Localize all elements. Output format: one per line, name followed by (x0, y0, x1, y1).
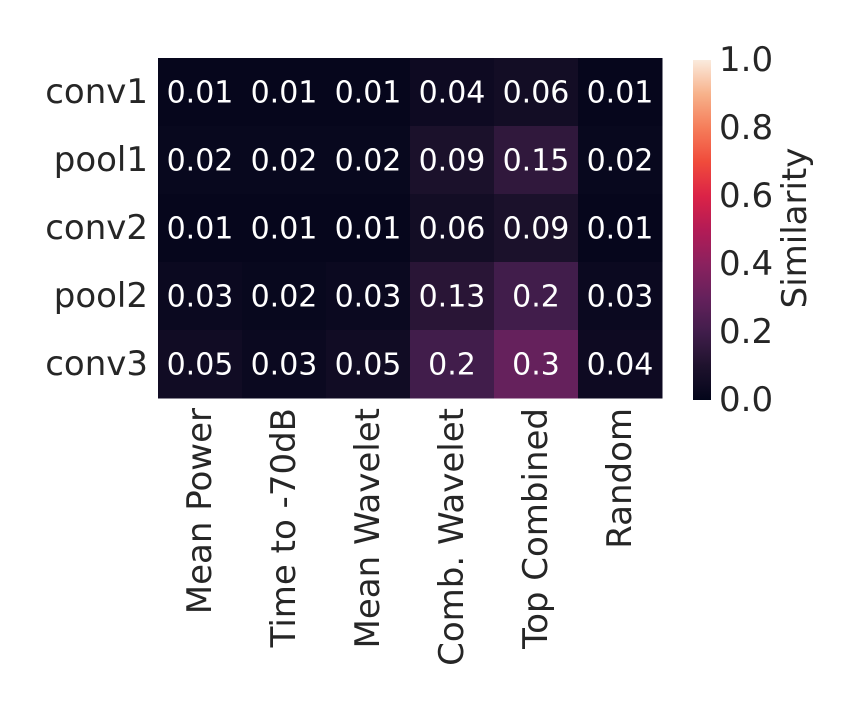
heatmap-cell (410, 194, 495, 263)
colorbar-tick-label: 0.6 (719, 176, 773, 216)
heatmap-cell-label: 0.02 (335, 144, 402, 179)
heatmap-cell-label: 0.01 (167, 212, 234, 247)
heatmap-cell-label: 0.02 (587, 144, 654, 179)
heatmap-cell-label: 0.04 (419, 76, 486, 111)
heatmap-cell (494, 194, 579, 263)
heatmap-cell-labels: 0.01 0.01 0.01 0.04 0.06 0.01 0.02 0.02 0.02 0.09… (167, 76, 654, 383)
heatmap-cell (578, 126, 663, 195)
heatmap-cell (242, 194, 327, 263)
heatmap-cell (494, 262, 579, 331)
heatmap-cell-label: 0.02 (251, 280, 318, 315)
heatmap-cell (410, 262, 495, 331)
y-tick-labels: conv1 pool1 conv2 pool2 conv3 (45, 72, 148, 384)
heatmap-cell-label: 0.06 (419, 212, 486, 247)
heatmap-cell (494, 330, 579, 399)
x-tick-label: Mean Power (180, 408, 220, 614)
heatmap-cell (242, 126, 327, 195)
heatmap-cell (326, 58, 411, 127)
x-tick-label: Comb. Wavelet (432, 408, 472, 666)
x-tick-label: Random (600, 408, 640, 549)
colorbar (693, 60, 711, 400)
heatmap-cell (158, 126, 243, 195)
colorbar-tick-labels: 0.0 0.2 0.4 0.6 0.8 1.0 (719, 40, 773, 420)
heatmap-cell-label: 0.03 (587, 280, 654, 315)
x-tick-label: Time to -70dB (264, 408, 304, 648)
y-tick-label: conv3 (45, 344, 148, 384)
x-tick-label: Mean Wavelet (348, 408, 388, 648)
heatmap-cell (242, 58, 327, 127)
y-tick-label: pool1 (54, 140, 148, 180)
heatmap-cell (326, 262, 411, 331)
heatmap-cell (326, 126, 411, 195)
heatmap-cell (242, 330, 327, 399)
heatmap-cell-label: 0.06 (503, 76, 570, 111)
heatmap-cell-label: 0.01 (251, 76, 318, 111)
heatmap-cell (326, 194, 411, 263)
x-tick-labels: Mean Power Time to -70dB Mean Wavelet Comb.… (180, 408, 640, 666)
heatmap-cells (158, 58, 663, 399)
heatmap-cell-label: 0.01 (587, 76, 654, 111)
x-tick-label: Top Combined (516, 408, 556, 650)
heatmap-cell (578, 262, 663, 331)
y-tick-label: conv1 (45, 72, 148, 112)
heatmap-cell-label: 0.01 (251, 212, 318, 247)
heatmap-cell (494, 58, 579, 127)
heatmap-cell (410, 126, 495, 195)
heatmap-cell (326, 330, 411, 399)
heatmap-cell (242, 262, 327, 331)
heatmap-cell-label: 0.2 (428, 348, 476, 383)
heatmap-cell-label: 0.04 (587, 348, 654, 383)
heatmap-cell (494, 126, 579, 195)
heatmap-cell-label: 0.01 (335, 212, 402, 247)
colorbar-tick-label: 0.0 (719, 380, 773, 420)
y-tick-label: conv2 (45, 208, 148, 248)
heatmap-cell-label: 0.03 (335, 280, 402, 315)
heatmap-cell-label: 0.02 (167, 144, 234, 179)
colorbar-label: Similarity (775, 148, 815, 309)
heatmap-cell-label: 0.05 (167, 348, 234, 383)
heatmap-cell (410, 58, 495, 127)
heatmap-cell (578, 58, 663, 127)
heatmap-cell-label: 0.13 (419, 280, 486, 315)
heatmap-cell (158, 58, 243, 127)
heatmap-cell-label: 0.3 (512, 348, 560, 383)
colorbar-tick-label: 0.4 (719, 244, 773, 284)
heatmap-cell (158, 330, 243, 399)
heatmap-cell-label: 0.09 (503, 212, 570, 247)
heatmap-cell-label: 0.05 (335, 348, 402, 383)
heatmap-cell (410, 330, 495, 399)
colorbar-tick-label: 1.0 (719, 40, 773, 80)
heatmap-cell-label: 0.01 (587, 212, 654, 247)
heatmap-cell-label: 0.01 (335, 76, 402, 111)
heatmap-cell-label: 0.03 (167, 280, 234, 315)
heatmap-cell-label: 0.03 (251, 348, 318, 383)
colorbar-tick-label: 0.2 (719, 312, 773, 352)
heatmap-cell-label: 0.01 (167, 76, 234, 111)
colorbar-tick-label: 0.8 (719, 108, 773, 148)
heatmap-cell (158, 262, 243, 331)
y-tick-label: pool2 (54, 276, 148, 316)
heatmap-cell-label: 0.15 (503, 144, 570, 179)
heatmap-cell-label: 0.09 (419, 144, 486, 179)
heatmap-cell (578, 330, 663, 399)
heatmap-cell (158, 194, 243, 263)
heatmap-cell-label: 0.02 (251, 144, 318, 179)
heatmap-cell-label: 0.2 (512, 280, 560, 315)
heatmap-cell (578, 194, 663, 263)
